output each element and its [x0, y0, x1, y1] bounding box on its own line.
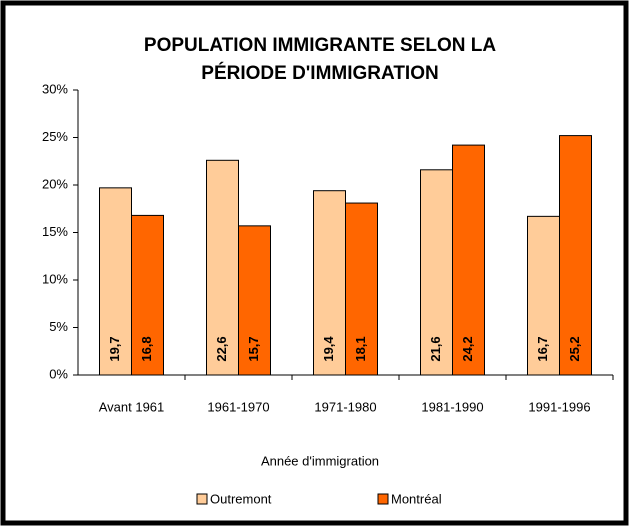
y-tick-label: 0% — [49, 366, 68, 381]
x-tick-label: Avant 1961 — [99, 399, 165, 414]
y-tick-label: 5% — [49, 319, 68, 334]
bar — [238, 225, 271, 376]
bar — [206, 159, 239, 376]
value-label: 22,6 — [214, 336, 229, 361]
bar — [131, 214, 164, 376]
bar — [313, 190, 346, 376]
chart-title: PÉRIODE D'IMMIGRATION — [201, 62, 438, 84]
value-label: 24,2 — [460, 336, 475, 361]
value-label: 15,7 — [246, 336, 261, 361]
value-label: 19,7 — [107, 336, 122, 361]
bar — [99, 187, 132, 376]
bar — [527, 215, 560, 376]
value-label: 21,6 — [428, 336, 443, 361]
bar — [559, 135, 592, 376]
x-tick-label: 1971-1980 — [314, 399, 376, 414]
value-label: 18,1 — [353, 336, 368, 361]
bar — [452, 144, 485, 376]
x-axis-title: Année d'immigration — [261, 453, 379, 468]
value-label: 16,8 — [139, 336, 154, 361]
y-tick-label: 20% — [42, 176, 68, 191]
value-label: 16,7 — [535, 336, 550, 361]
legend-label: Montréal — [391, 491, 442, 506]
value-label: 19,4 — [321, 336, 336, 362]
x-tick-label: 1961-1970 — [207, 399, 269, 414]
y-tick-label: 15% — [42, 224, 68, 239]
bar — [345, 202, 378, 376]
legend-swatch — [196, 493, 208, 505]
x-tick-label: 1981-1990 — [421, 399, 483, 414]
legend-label: Outremont — [210, 491, 272, 506]
legend-swatch — [377, 493, 389, 505]
x-tick-label: 1991-1996 — [528, 399, 590, 414]
chart-title: POPULATION IMMIGRANTE SELON LA — [144, 35, 496, 56]
y-tick-label: 25% — [42, 129, 68, 144]
y-tick-label: 30% — [42, 81, 68, 96]
y-tick-label: 10% — [42, 271, 68, 286]
value-label: 25,2 — [567, 336, 582, 361]
